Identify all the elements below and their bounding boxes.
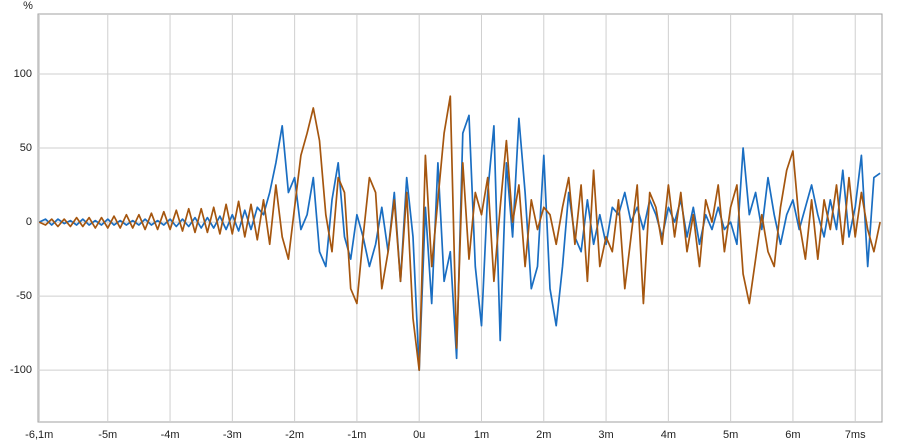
y-tick-label: 50 <box>20 142 32 154</box>
x-tick-label: 4m <box>661 429 676 441</box>
x-tick-label: -4m <box>161 429 180 441</box>
x-tick-label: 2m <box>536 429 551 441</box>
x-tick-label: 0u <box>413 429 425 441</box>
series-line <box>38 95 881 372</box>
x-tick-label: -3m <box>223 429 242 441</box>
y-tick-label: -50 <box>16 290 32 302</box>
x-tick-label: 1m <box>474 429 489 441</box>
x-tick-label: -2m <box>285 429 304 441</box>
x-tick-label: 7ms <box>845 429 866 441</box>
x-tick-label: 5m <box>723 429 738 441</box>
y-tick-label: 100 <box>14 68 32 80</box>
y-tick-label: 0 <box>26 216 32 228</box>
x-tick-label: 3m <box>598 429 613 441</box>
x-tick-label: -1m <box>347 429 366 441</box>
y-axis-label: % <box>23 0 33 12</box>
y-tick-label: -100 <box>10 364 32 376</box>
x-tick-label: -5m <box>98 429 117 441</box>
x-tick-label: -6,1m <box>25 429 53 441</box>
x-tick-label: 6m <box>785 429 800 441</box>
